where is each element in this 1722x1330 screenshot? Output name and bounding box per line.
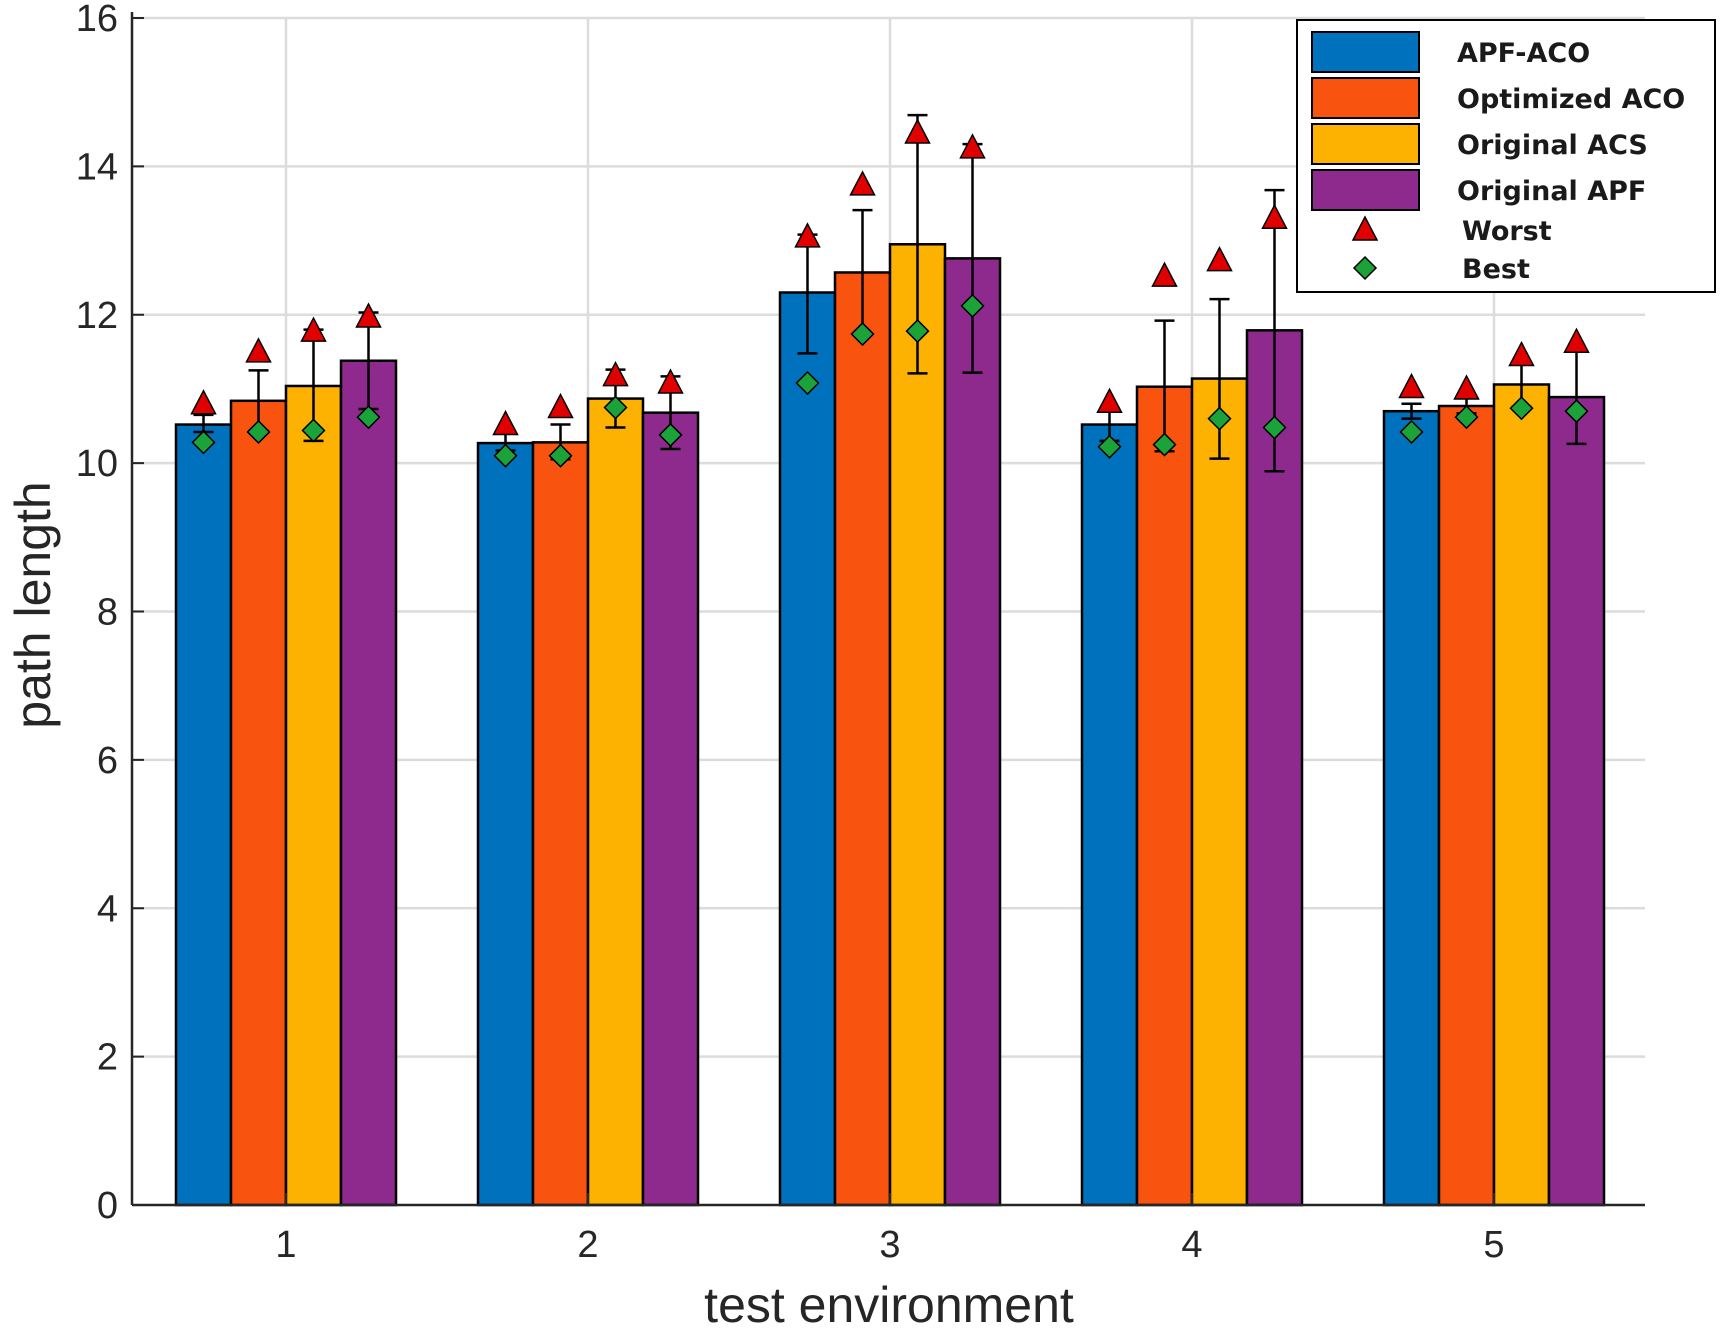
best-marker xyxy=(356,405,381,430)
best-marker xyxy=(960,293,985,318)
best-marker xyxy=(548,443,573,468)
x-tick-label: 1 xyxy=(275,1224,296,1266)
worst-marker xyxy=(245,337,272,363)
legend-label: APF-ACO xyxy=(1457,38,1590,69)
best-marker xyxy=(1399,419,1424,445)
legend-diamond-icon xyxy=(1352,255,1378,281)
best-marker xyxy=(603,395,628,420)
legend-label: Optimized ACO xyxy=(1457,84,1685,115)
x-axis-title: test environment xyxy=(704,1277,1074,1330)
worst-marker xyxy=(794,222,821,248)
worst-marker xyxy=(1261,203,1288,230)
legend-swatch xyxy=(1311,169,1420,211)
worst-marker xyxy=(849,170,876,196)
bar-optimized-aco xyxy=(1437,404,1496,1207)
best-marker xyxy=(850,321,875,347)
legend-label: Original APF xyxy=(1457,176,1646,207)
y-tick-label: 14 xyxy=(76,146,118,188)
bar-original-acs xyxy=(1190,377,1249,1207)
bar-apf-aco xyxy=(778,291,837,1207)
legend-triangle-icon xyxy=(1351,215,1379,241)
bar-original-apf xyxy=(1245,329,1304,1207)
x-tick-label: 3 xyxy=(879,1224,900,1266)
best-marker xyxy=(1262,415,1287,440)
best-marker xyxy=(795,370,820,396)
worst-marker xyxy=(657,368,684,394)
y-tick-label: 0 xyxy=(97,1185,118,1227)
best-marker xyxy=(658,422,683,447)
bar-optimized-aco xyxy=(833,271,892,1207)
worst-marker xyxy=(904,118,931,144)
bar-original-acs xyxy=(586,397,645,1207)
y-axis-title: path length xyxy=(5,481,61,728)
worst-marker xyxy=(1508,340,1535,367)
best-marker xyxy=(1454,405,1479,430)
y-tick-label: 6 xyxy=(97,740,118,782)
legend-swatch xyxy=(1311,77,1420,119)
best-marker xyxy=(301,418,326,443)
bar-original-acs xyxy=(1492,383,1551,1207)
x-tick-label: 5 xyxy=(1483,1224,1504,1266)
worst-marker xyxy=(1563,327,1590,353)
bar-original-apf xyxy=(641,411,700,1207)
legend-label: Original ACS xyxy=(1457,130,1648,161)
legend: APF-ACO Optimized ACO Original ACS Original… xyxy=(1296,19,1716,293)
best-marker xyxy=(1152,432,1177,457)
legend-label: Worst xyxy=(1462,216,1552,247)
best-marker xyxy=(191,430,216,455)
worst-marker xyxy=(1151,261,1178,287)
bar-original-apf xyxy=(339,359,398,1207)
best-marker xyxy=(1564,399,1589,424)
y-tick-label: 2 xyxy=(97,1037,118,1079)
worst-marker xyxy=(1453,374,1480,400)
y-tick-label: 10 xyxy=(76,443,118,485)
best-marker xyxy=(246,419,271,445)
bar-optimized-aco xyxy=(531,441,590,1207)
legend-swatch xyxy=(1311,123,1420,165)
bar-apf-aco xyxy=(1382,409,1441,1207)
x-tick-label: 2 xyxy=(577,1224,598,1266)
bar-optimized-aco xyxy=(1135,385,1194,1207)
worst-marker xyxy=(1206,245,1233,272)
bar-original-apf xyxy=(943,257,1002,1207)
worst-marker xyxy=(1398,372,1425,399)
legend-swatch xyxy=(1311,31,1420,73)
y-tick-label: 12 xyxy=(76,295,118,337)
worst-marker xyxy=(959,133,986,159)
y-tick-label: 4 xyxy=(97,888,118,930)
markers xyxy=(190,118,1590,468)
bar-original-acs xyxy=(284,384,343,1207)
x-tick-label: 4 xyxy=(1181,1224,1202,1266)
best-marker xyxy=(1509,396,1534,421)
best-marker xyxy=(493,443,518,468)
bar-optimized-aco xyxy=(229,399,288,1207)
worst-marker xyxy=(1096,387,1123,414)
best-marker xyxy=(905,319,930,344)
bars xyxy=(174,243,1606,1207)
worst-marker xyxy=(547,392,574,419)
y-tick-label: 8 xyxy=(97,592,118,634)
legend-label: Best xyxy=(1462,254,1530,285)
worst-marker xyxy=(300,316,327,342)
worst-marker xyxy=(190,389,217,415)
worst-marker xyxy=(602,360,629,387)
best-marker xyxy=(1207,406,1232,431)
bar-apf-aco xyxy=(476,441,535,1207)
bar-apf-aco xyxy=(1080,423,1139,1207)
best-marker xyxy=(1097,434,1122,459)
worst-marker xyxy=(355,302,382,328)
y-tick-label: 16 xyxy=(76,0,118,40)
bar-original-acs xyxy=(888,243,947,1207)
bar-original-apf xyxy=(1547,395,1606,1207)
worst-marker xyxy=(492,409,519,436)
bar-apf-aco xyxy=(174,423,233,1207)
